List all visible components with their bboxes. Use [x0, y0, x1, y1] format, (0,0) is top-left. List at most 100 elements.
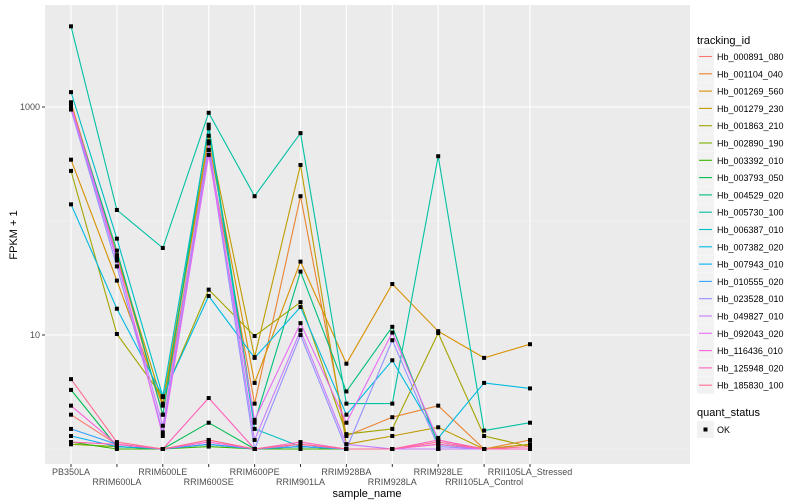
- data-point: [114, 447, 119, 451]
- data-point: [436, 331, 441, 336]
- data-point: [390, 434, 395, 439]
- data-point: [298, 305, 303, 310]
- data-point: [298, 447, 303, 451]
- data-point: [114, 332, 119, 337]
- y-tick-label: 10: [30, 330, 40, 340]
- x-axis-title: sample_name: [332, 488, 401, 500]
- plot-panel: [45, 5, 690, 464]
- data-point: [206, 122, 211, 127]
- data-point: [114, 442, 119, 447]
- data-point: [298, 440, 303, 445]
- data-point: [206, 442, 211, 447]
- data-point: [206, 147, 211, 152]
- shape-legend-label: OK: [717, 425, 730, 435]
- data-point: [114, 440, 119, 445]
- legend-label: Hb_005730_100: [717, 208, 784, 218]
- data-point: [528, 386, 532, 391]
- data-point: [160, 430, 165, 435]
- data-point: [436, 444, 441, 449]
- data-point: [206, 110, 211, 115]
- data-point: [344, 412, 349, 417]
- data-point: [160, 423, 165, 428]
- data-point: [206, 139, 211, 144]
- data-point: [482, 428, 487, 433]
- data-point: [528, 342, 532, 347]
- data-point: [298, 300, 303, 305]
- data-point: [252, 194, 257, 199]
- data-point: [69, 412, 73, 417]
- data-point: [390, 358, 395, 363]
- data-point: [390, 282, 395, 287]
- data-point: [160, 394, 165, 399]
- data-point: [69, 403, 73, 408]
- y-axis-title: FPKM + 1: [8, 210, 20, 259]
- legend-label: Hb_125948_020: [717, 363, 784, 373]
- data-point: [298, 162, 303, 167]
- legend-label: Hb_116436_010: [717, 346, 783, 356]
- data-point: [436, 437, 441, 442]
- data-point: [206, 437, 211, 442]
- data-point: [206, 396, 211, 401]
- data-point: [298, 269, 303, 274]
- data-point: [252, 380, 257, 385]
- data-point: [160, 412, 165, 417]
- data-point: [390, 447, 395, 451]
- shape-legend-title: quant_status: [697, 407, 760, 419]
- data-point: [390, 426, 395, 431]
- x-tick-label: RRIM901LA: [276, 477, 325, 487]
- data-point: [390, 330, 395, 335]
- data-point: [436, 403, 441, 408]
- x-axis: PB350LARRIM600LARRIM600LERRIM600SERRIM60…: [52, 464, 572, 487]
- data-point: [252, 420, 257, 425]
- data-point: [69, 168, 73, 173]
- legend-label: Hb_007943_010: [717, 260, 784, 270]
- data-point: [528, 437, 532, 442]
- data-point: [206, 133, 211, 138]
- data-point: [482, 380, 487, 385]
- data-point: [114, 306, 119, 311]
- data-point: [298, 131, 303, 136]
- data-point: [298, 259, 303, 264]
- data-point: [160, 447, 165, 451]
- legend-label: Hb_001279_230: [717, 104, 784, 114]
- data-point: [114, 236, 119, 241]
- legend-title: tracking_id: [697, 35, 750, 47]
- data-point: [160, 245, 165, 250]
- legend-label: Hb_010555_020: [717, 277, 784, 287]
- legend-label: Hb_000891_080: [717, 52, 784, 62]
- data-point: [528, 442, 532, 447]
- data-point: [390, 338, 395, 343]
- data-point: [69, 100, 73, 105]
- legend: tracking_id Hb_000891_080 Hb_001104_040 Hb…: [697, 35, 784, 438]
- x-tick-label: RRIM600SE: [184, 477, 234, 487]
- legend-label: Hb_092043_020: [717, 329, 784, 339]
- data-point: [528, 444, 532, 449]
- data-point: [69, 157, 73, 162]
- data-point: [114, 264, 119, 269]
- data-point: [344, 361, 349, 366]
- legend-label: Hb_001104_040: [717, 69, 783, 79]
- data-point: [344, 432, 349, 437]
- legend-label: Hb_023528_010: [717, 294, 784, 304]
- data-point: [252, 437, 257, 442]
- data-point: [344, 401, 349, 406]
- data-point: [69, 434, 73, 439]
- x-tick-label: RRIM928LE: [414, 467, 463, 477]
- data-point: [252, 401, 257, 406]
- series-points: [69, 24, 532, 451]
- data-point: [252, 355, 257, 360]
- data-point: [114, 253, 119, 258]
- legend-label: Hb_006387_010: [717, 225, 784, 235]
- legend-label: Hb_001269_560: [717, 87, 784, 97]
- data-point: [114, 255, 119, 260]
- data-point: [482, 355, 487, 360]
- data-point: [206, 420, 211, 425]
- data-point: [436, 442, 441, 447]
- legend-label: Hb_004529_020: [717, 190, 784, 200]
- x-tick-label: RRIM600LA: [92, 477, 141, 487]
- legend-label: Hb_185830_100: [717, 381, 784, 391]
- data-point: [114, 278, 119, 283]
- data-point: [252, 426, 257, 431]
- data-point: [436, 447, 441, 451]
- x-tick-label: RRII105LA_Stressed: [488, 467, 573, 477]
